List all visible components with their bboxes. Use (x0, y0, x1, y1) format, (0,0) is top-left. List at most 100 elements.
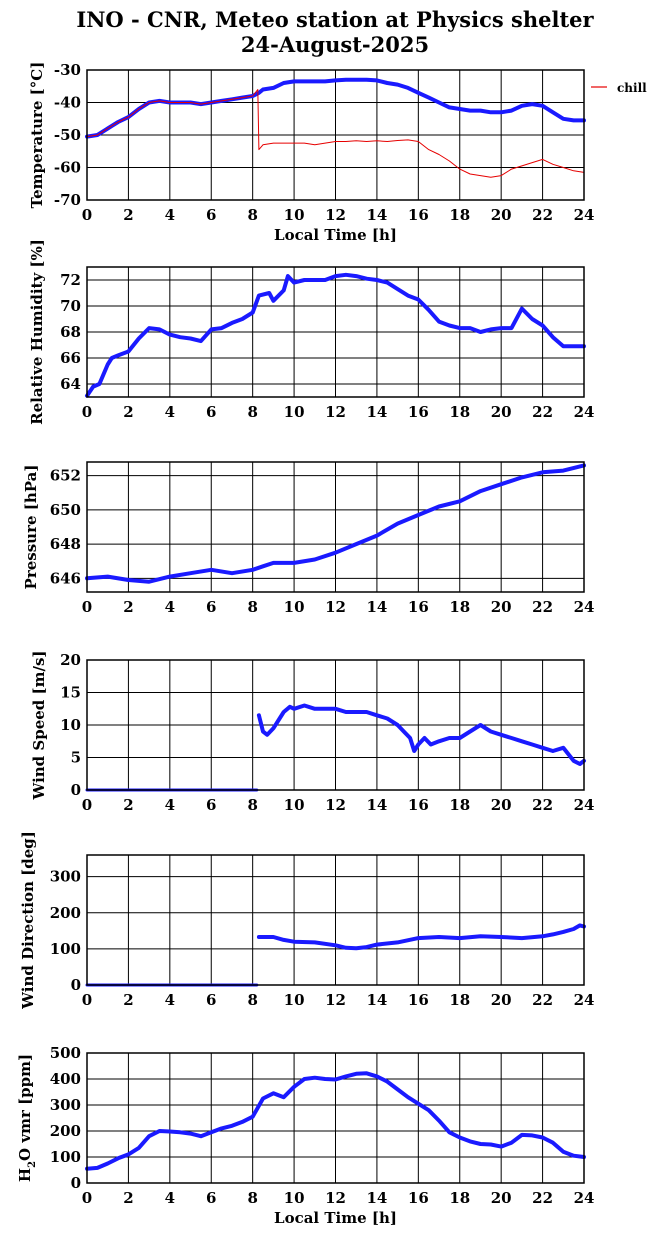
x-tick-label: 22 (532, 598, 553, 616)
x-tick-label: 22 (532, 796, 553, 814)
y-tick-label: 100 (50, 1148, 81, 1166)
chart-title-line1: INO - CNR, Meteo station at Physics shel… (76, 7, 594, 32)
y-axis-label: Relative Humidity [%] (28, 239, 46, 425)
x-tick-label: 22 (532, 991, 553, 1009)
y-tick-label: -50 (54, 126, 81, 144)
y-tick-label: 64 (60, 375, 81, 393)
x-tick-label: 18 (449, 796, 470, 814)
x-tick-label: 8 (247, 403, 257, 421)
x-tick-label: 24 (574, 796, 595, 814)
x-tick-label: 0 (82, 991, 92, 1009)
x-tick-label: 12 (325, 403, 346, 421)
x-tick-label: 16 (408, 1189, 429, 1207)
x-tick-label: 4 (165, 206, 175, 224)
x-tick-label: 16 (408, 991, 429, 1009)
x-tick-label: 18 (449, 1189, 470, 1207)
x-tick-label: 14 (366, 403, 387, 421)
y-tick-label: 68 (60, 323, 81, 341)
x-tick-label: 10 (284, 991, 305, 1009)
y-axis-label: Wind Direction [deg] (19, 831, 37, 1010)
plot-frame (86, 854, 585, 986)
x-tick-label: 24 (574, 403, 595, 421)
x-tick-label: 10 (284, 796, 305, 814)
y-tick-label: -70 (54, 191, 81, 209)
x-tick-label: 2 (123, 403, 133, 421)
y-axis-label: Wind Speed [m/s] (30, 650, 48, 800)
x-tick-label: 10 (284, 598, 305, 616)
x-tick-label: 2 (123, 796, 133, 814)
x-tick-label: 2 (123, 206, 133, 224)
x-tick-label: 18 (449, 206, 470, 224)
x-tick-label: 16 (408, 206, 429, 224)
x-tick-label: 6 (206, 403, 216, 421)
x-tick-label: 10 (284, 403, 305, 421)
x-tick-label: 0 (82, 796, 92, 814)
x-tick-label: 12 (325, 991, 346, 1009)
x-tick-label: 8 (247, 796, 257, 814)
x-tick-label: 8 (247, 206, 257, 224)
plot-frame (86, 1052, 585, 1184)
y-tick-label: 646 (50, 569, 81, 587)
x-tick-label: 6 (206, 206, 216, 224)
y-tick-label: 0 (71, 976, 81, 994)
y-tick-label: 10 (60, 716, 81, 734)
y-tick-label: 200 (50, 904, 81, 922)
y-tick-label: 648 (50, 535, 81, 553)
series-line-chill (86, 89, 585, 178)
y-tick-label: -60 (54, 159, 81, 177)
x-tick-label: 16 (408, 403, 429, 421)
x-tick-label: 4 (165, 796, 175, 814)
x-tick-label: 2 (123, 598, 133, 616)
x-tick-label: 0 (82, 403, 92, 421)
x-tick-label: 14 (366, 796, 387, 814)
x-tick-label: 20 (491, 1189, 512, 1207)
x-tick-label: 18 (449, 598, 470, 616)
x-tick-label: 6 (206, 1189, 216, 1207)
x-tick-label: 14 (366, 206, 387, 224)
y-axis-label: H2O vmr [ppm] (16, 1054, 38, 1182)
x-tick-label: 6 (206, 796, 216, 814)
temperature-panel: 0 2 4 6 8 10 12 14 16 18 20 22 24-70-60-50-40-30Temp… (28, 61, 594, 244)
chart-title-line2: 24-August-2025 (241, 32, 429, 57)
plot-frame (86, 266, 585, 398)
y-tick-label: -40 (54, 94, 81, 112)
legend-chill-label: chill (617, 81, 647, 95)
x-tick-label: 18 (449, 991, 470, 1009)
x-tick-label: 20 (491, 991, 512, 1009)
y-tick-label: 5 (71, 749, 81, 767)
x-tick-label: 12 (325, 796, 346, 814)
y-tick-label: 66 (60, 349, 81, 367)
y-tick-label: 70 (60, 297, 81, 315)
x-tick-label: 24 (574, 598, 595, 616)
y-tick-label: 200 (50, 1122, 81, 1140)
y-tick-label: 72 (60, 271, 81, 289)
y-tick-label: 300 (50, 1096, 81, 1114)
y-tick-label: 15 (60, 684, 81, 702)
x-tick-label: 6 (206, 991, 216, 1009)
x-tick-label: 14 (366, 1189, 387, 1207)
x-tick-label: 0 (82, 206, 92, 224)
x-tick-label: 12 (325, 598, 346, 616)
x-tick-label: 20 (491, 796, 512, 814)
x-tick-label: 8 (247, 991, 257, 1009)
y-tick-label: -30 (54, 61, 81, 79)
x-tick-label: 12 (325, 1189, 346, 1207)
x-tick-label: 24 (574, 1189, 595, 1207)
relative-humidity-panel: 0 2 4 6 8 10 12 14 16 18 20 22 246466687072Relative … (28, 239, 594, 425)
y-tick-label: 400 (50, 1070, 81, 1088)
x-tick-label: 22 (532, 1189, 553, 1207)
x-tick-label: 0 (82, 1189, 92, 1207)
y-tick-label: 652 (50, 467, 81, 485)
y-tick-label: 300 (50, 868, 81, 886)
x-tick-label: 2 (123, 1189, 133, 1207)
series-line-0 (85, 1071, 586, 1171)
x-tick-label: 4 (165, 1189, 175, 1207)
x-tick-label: 12 (325, 206, 346, 224)
x-tick-label: 10 (284, 1189, 305, 1207)
plot-frame (86, 461, 585, 593)
x-tick-label: 24 (574, 991, 595, 1009)
plot-frame (86, 659, 585, 791)
x-tick-label: 22 (532, 403, 553, 421)
